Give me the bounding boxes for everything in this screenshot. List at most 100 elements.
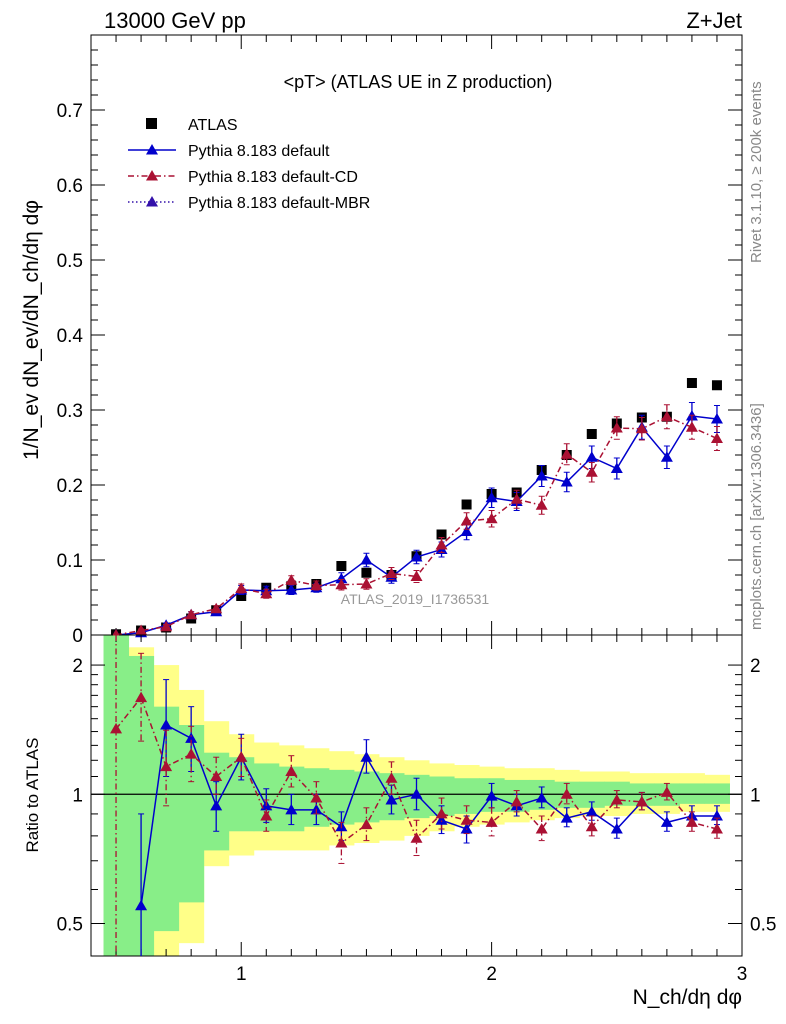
legend-item: Pythia 8.183 default-MBR — [128, 195, 370, 212]
ratio-data-point — [235, 751, 248, 762]
data-point — [635, 422, 648, 434]
data-point — [410, 551, 423, 562]
rivet-label: Rivet 3.1.10, ≥ 200k events — [748, 81, 765, 263]
data-point — [660, 451, 673, 462]
ratio-line — [140, 723, 717, 906]
ratio-data-point — [335, 837, 348, 848]
main-series — [110, 378, 723, 640]
ratio-data-point — [685, 816, 698, 827]
ratio-data-point — [435, 807, 448, 819]
y-tick-label: 0 — [72, 626, 83, 647]
data-point — [385, 567, 398, 578]
data-point — [535, 499, 548, 510]
x-tick-label: 1 — [236, 964, 247, 985]
data-point — [586, 429, 597, 439]
ratio-data-point — [385, 772, 398, 783]
y-tick-label: 0.1 — [57, 551, 83, 572]
ratio-data-point — [410, 832, 423, 843]
ratio-data-point — [535, 792, 548, 803]
y-tick-label: 0.4 — [57, 326, 84, 347]
ratio-data-point — [585, 820, 598, 832]
data-point — [335, 572, 348, 584]
ratio-data-point — [660, 816, 673, 827]
data-point — [285, 574, 298, 585]
y-tick-label: 0.5 — [57, 251, 83, 272]
data-point — [310, 579, 323, 590]
ratio-data-point — [285, 765, 298, 776]
legend-marker — [146, 144, 158, 155]
ratio-y-axis-label-text: Ratio to ATLAS — [23, 738, 42, 853]
ratio-data-point — [485, 816, 498, 827]
data-point — [510, 493, 523, 504]
x-tick-label: 2 — [486, 964, 497, 985]
y-tick-label: 0.3 — [57, 401, 83, 422]
ratio-data-point — [185, 732, 198, 743]
chart-title: <pT> (ATLAS UE in Z production) — [284, 72, 553, 92]
legend-item: Pythia 8.183 default — [128, 143, 330, 160]
ratio-data-point — [535, 823, 548, 834]
data-point — [610, 462, 623, 473]
ratio-data-point — [460, 814, 473, 825]
data-point — [560, 448, 573, 459]
ratio-data-point — [160, 719, 173, 730]
data-point — [460, 525, 473, 536]
legend-marker — [146, 170, 158, 181]
data-point — [335, 578, 348, 590]
data-point — [160, 620, 173, 632]
ratio-data-point — [585, 805, 598, 817]
data-point — [260, 587, 273, 599]
ratio-y-axis-label: Ratio to ATLAS — [23, 738, 42, 853]
data-point — [485, 512, 498, 524]
y-axis-label-text: 1/N_ev dN_ev/dN_ch/dη dφ — [20, 200, 43, 460]
ratio-data-point — [310, 792, 323, 803]
legend-marker — [146, 118, 157, 129]
ratio-y-tick-label-right: 2 — [750, 656, 761, 677]
y-tick-label: 0.7 — [57, 101, 83, 122]
mcplots-label: mcplots.cern.ch [arXiv:1306.3436] — [748, 403, 765, 630]
data-point — [460, 515, 473, 526]
ratio-data-point — [510, 795, 523, 807]
data-point — [336, 561, 347, 571]
green-band — [103, 635, 130, 956]
ratio-data-point — [110, 722, 123, 734]
data-point — [360, 578, 373, 589]
green-band — [679, 783, 705, 804]
y-tick-label: 0.6 — [57, 176, 83, 197]
ratio-data-point — [360, 818, 373, 830]
ratio-data-point — [560, 788, 573, 799]
data-point — [535, 470, 548, 481]
ratio-data-point — [360, 751, 373, 762]
data-point — [485, 491, 498, 503]
data-point — [585, 466, 598, 477]
x-tick-label: 3 — [737, 964, 748, 985]
ratio-data-point — [460, 823, 473, 834]
data-point — [435, 539, 448, 550]
ratio-data-point — [485, 790, 498, 801]
data-point — [685, 421, 698, 432]
data-point — [660, 410, 673, 422]
ratio-data-point — [185, 748, 198, 759]
process-label: Z+Jet — [686, 8, 742, 33]
data-point — [610, 422, 623, 433]
ratio-data-point — [710, 823, 723, 834]
data-point — [360, 554, 373, 565]
ratio-data-point — [660, 786, 673, 797]
ratio-data-point — [435, 814, 448, 825]
data-point — [235, 582, 248, 593]
main-axis-ticks: 0 0.1 0.2 0.3 0.4 0.5 0.6 0.7 — [57, 35, 743, 647]
ratio-data-point — [135, 691, 148, 703]
data-point — [285, 584, 298, 595]
legend: ATLAS Pythia 8.183 default Pythia 8.183 de… — [128, 117, 370, 212]
ratio-data-point — [610, 823, 623, 834]
ratio-y-tick-label: 1 — [72, 785, 83, 806]
ratio-data-point — [560, 812, 573, 823]
data-point — [686, 378, 697, 388]
series-pythia-8-183-default-cd — [110, 404, 723, 640]
data-point — [710, 413, 723, 424]
data-point — [361, 567, 372, 578]
ratio-y-tick-label-right: 1 — [750, 785, 761, 806]
x-axis-label: N_ch/dη dφ — [633, 986, 742, 1009]
data-point — [135, 624, 148, 635]
analysis-label: ATLAS_2019_I1736531 — [341, 591, 490, 607]
legend-item: Pythia 8.183 default-CD — [128, 169, 358, 186]
